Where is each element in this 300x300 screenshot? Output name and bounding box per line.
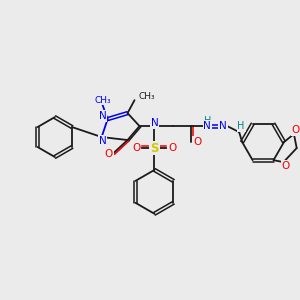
Text: O: O <box>132 143 141 153</box>
Text: N: N <box>99 111 106 121</box>
Text: O: O <box>292 125 300 135</box>
Text: H: H <box>204 116 211 126</box>
Text: O: O <box>281 161 290 171</box>
Text: O: O <box>193 137 201 147</box>
Text: N: N <box>219 121 227 131</box>
Text: O: O <box>104 149 113 159</box>
Text: H: H <box>238 121 245 131</box>
Text: N: N <box>203 121 211 131</box>
Text: CH₃: CH₃ <box>139 92 155 101</box>
Text: CH₃: CH₃ <box>94 96 111 105</box>
Text: N: N <box>99 136 106 146</box>
Text: O: O <box>168 143 176 153</box>
Text: N: N <box>151 118 158 128</box>
Text: S: S <box>150 142 159 154</box>
